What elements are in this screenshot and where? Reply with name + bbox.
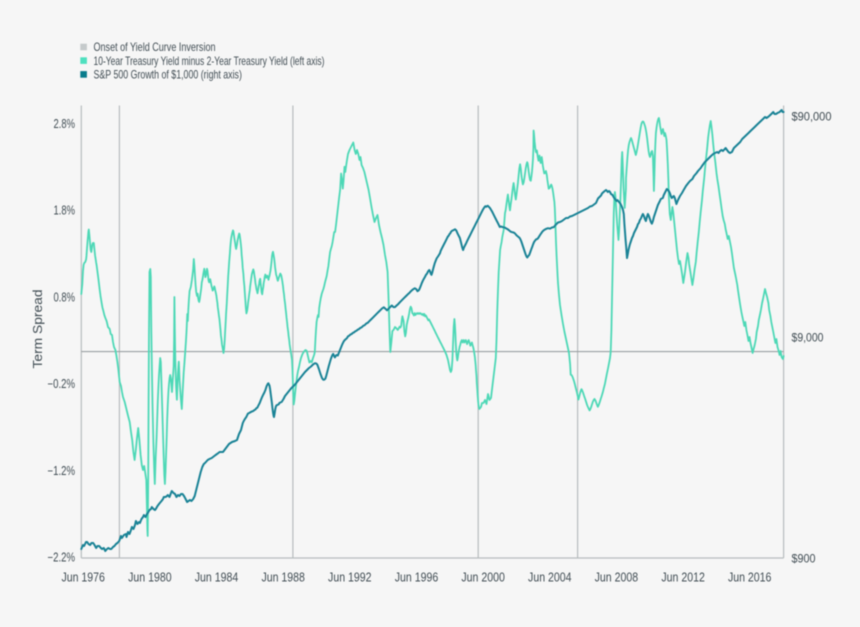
svg-text:Jun 2016: Jun 2016: [728, 570, 772, 585]
svg-text:Jun 2004: Jun 2004: [528, 570, 572, 585]
svg-text:Jun 2008: Jun 2008: [595, 570, 639, 585]
svg-text:$900: $900: [792, 551, 816, 565]
svg-text:Jun 1988: Jun 1988: [261, 570, 305, 585]
svg-text:−0.2%: −0.2%: [48, 377, 76, 391]
svg-text:Jun 1980: Jun 1980: [128, 570, 172, 585]
svg-text:Jun 1984: Jun 1984: [195, 570, 239, 585]
svg-text:Onset of Yield Curve Inversion: Onset of Yield Curve Inversion: [94, 40, 216, 54]
svg-text:1.8%: 1.8%: [54, 204, 76, 218]
svg-text:−1.2%: −1.2%: [48, 464, 76, 478]
svg-text:2.8%: 2.8%: [54, 117, 76, 131]
svg-text:Term Spread: Term Spread: [30, 290, 45, 369]
svg-text:Jun 2012: Jun 2012: [661, 570, 705, 585]
svg-text:0.8%: 0.8%: [54, 290, 76, 304]
svg-text:Jun 1976: Jun 1976: [61, 570, 105, 585]
svg-text:Jun 1992: Jun 1992: [328, 570, 372, 585]
svg-text:S&P 500 Growth of $1,000 (righ: S&P 500 Growth of $1,000 (right axis): [94, 68, 242, 82]
svg-text:Jun 1996: Jun 1996: [395, 570, 439, 585]
svg-text:$90,000: $90,000: [792, 109, 832, 123]
svg-text:10-Year Treasury Yield minus 2: 10-Year Treasury Yield minus 2-Year Trea…: [94, 54, 325, 68]
svg-text:Jun 2000: Jun 2000: [461, 570, 505, 585]
svg-text:$9,000: $9,000: [792, 330, 824, 344]
svg-text:−2.2%: −2.2%: [48, 551, 76, 565]
